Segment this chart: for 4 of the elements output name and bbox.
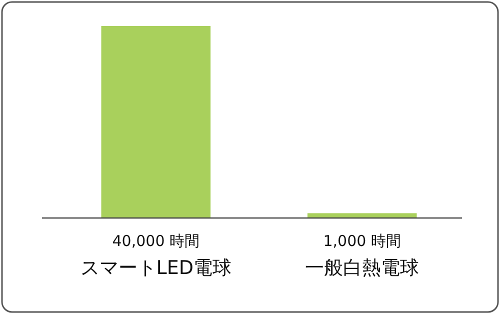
data-label: 1,000 時間 (323, 232, 401, 250)
data-label: 40,000 時間 (112, 232, 200, 250)
x-tick-label: スマートLED電球 (80, 257, 232, 279)
x-tick-label: 一般白熱電球 (305, 257, 420, 279)
